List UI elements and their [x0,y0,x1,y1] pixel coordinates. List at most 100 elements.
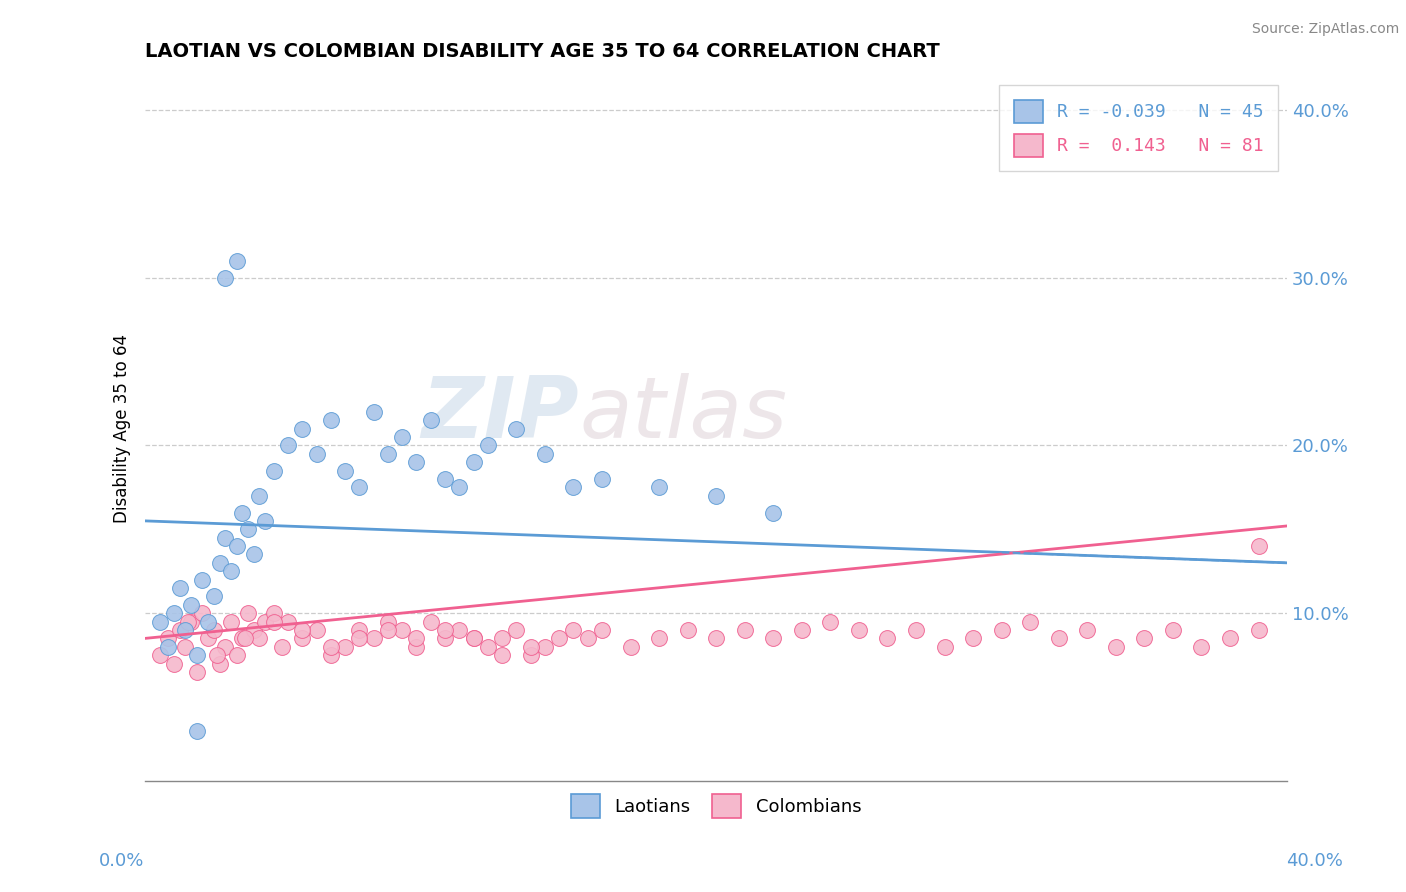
Point [191,573,214,587]
Point [219,615,242,629]
Point [319,413,342,427]
Point [363,632,385,646]
Point [349,632,371,646]
Point [1219,632,1241,646]
Point [505,623,527,637]
Point [225,648,247,662]
Point [277,438,299,452]
Point [236,522,259,536]
Point [236,606,259,620]
Point [548,632,571,646]
Text: atlas: atlas [579,373,787,456]
Point [904,623,927,637]
Point [291,632,314,646]
Point [676,623,699,637]
Point [214,640,236,654]
Point [202,590,225,604]
Point [704,632,727,646]
Point [271,640,294,654]
Point [591,472,613,486]
Point [186,723,208,738]
Point [990,623,1012,637]
Point [219,564,242,578]
Point [491,632,513,646]
Point [186,665,208,679]
Point [277,615,299,629]
Point [820,615,842,629]
Point [242,623,264,637]
Point [1161,623,1184,637]
Point [434,472,457,486]
Point [349,623,371,637]
Point [519,640,541,654]
Point [377,623,399,637]
Point [591,623,613,637]
Point [191,606,214,620]
Point [249,489,271,503]
Point [186,648,208,662]
Point [1247,623,1270,637]
Point [405,640,427,654]
Point [174,640,197,654]
Point [254,615,277,629]
Point [319,648,342,662]
Point [434,623,457,637]
Point [463,632,485,646]
Point [534,447,557,461]
Point [562,480,585,494]
Point [405,632,427,646]
Point [477,438,499,452]
Point [519,648,541,662]
Point [333,640,356,654]
Point [333,464,356,478]
Point [1247,539,1270,553]
Point [208,657,231,671]
Point [790,623,813,637]
Point [1133,632,1156,646]
Point [169,623,191,637]
Point [1191,640,1213,654]
Point [157,632,180,646]
Point [180,615,202,629]
Point [704,489,727,503]
Point [449,623,471,637]
Point [231,632,253,646]
Point [419,615,441,629]
Point [163,657,186,671]
Point [149,615,172,629]
Point [648,632,671,646]
Point [934,640,956,654]
Point [962,632,984,646]
Point [319,640,342,654]
Point [562,623,585,637]
Point [163,606,186,620]
Point [1019,615,1042,629]
Point [419,413,441,427]
Point [291,421,314,435]
Point [263,606,285,620]
Text: 0.0%: 0.0% [98,852,143,870]
Point [197,615,219,629]
Point [648,480,671,494]
Point [242,548,264,562]
Point [463,455,485,469]
Point [214,531,236,545]
Point [876,632,898,646]
Point [1105,640,1128,654]
Point [263,615,285,629]
Point [505,421,527,435]
Point [205,648,228,662]
Point [149,648,172,662]
Point [762,632,785,646]
Text: ZIP: ZIP [422,373,579,456]
Point [434,632,457,646]
Point [174,623,197,637]
Point [249,632,271,646]
Point [576,632,599,646]
Point [225,253,247,268]
Point [305,447,328,461]
Point [734,623,756,637]
Point [477,640,499,654]
Point [463,632,485,646]
Text: 40.0%: 40.0% [1286,852,1343,870]
